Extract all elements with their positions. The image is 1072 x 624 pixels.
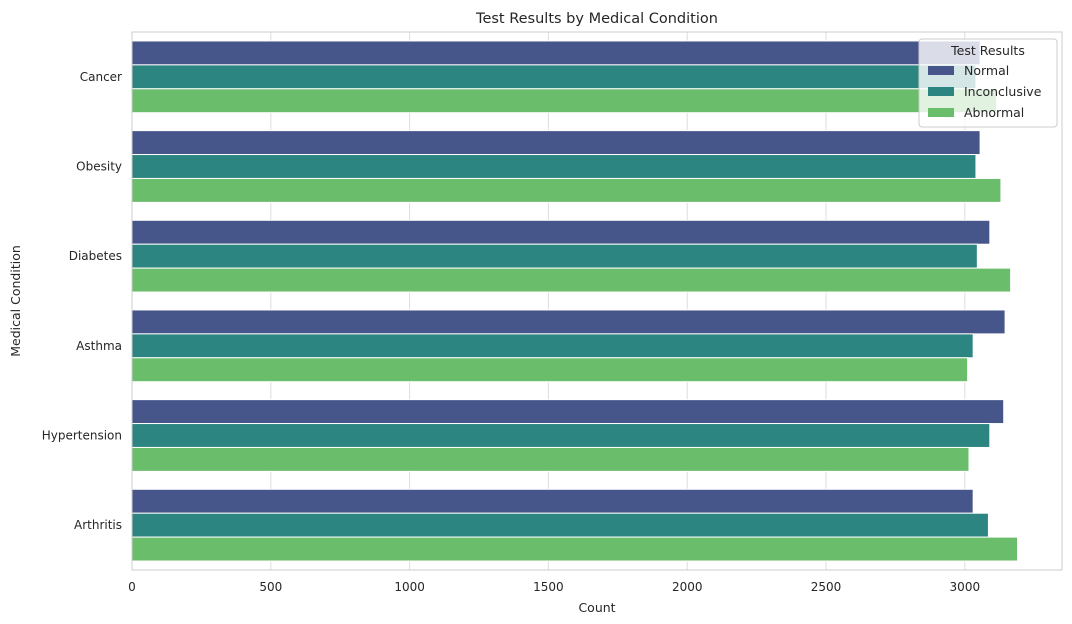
bar-abnormal-hypertension bbox=[131, 446, 970, 472]
legend-title: Test Results bbox=[950, 43, 1025, 58]
bar-normal-diabetes bbox=[131, 219, 991, 245]
x-tick-label: 2500 bbox=[811, 580, 842, 594]
x-axis-ticks: 0 500 1000 1500 2000 2500 3000 bbox=[128, 580, 980, 594]
x-tick-label: 1500 bbox=[533, 580, 564, 594]
legend-label-normal: Normal bbox=[964, 63, 1009, 78]
bar-inconclusive-diabetes bbox=[131, 243, 978, 269]
y-tick-label: Asthma bbox=[76, 339, 122, 353]
y-axis-label: Medical Condition bbox=[8, 245, 23, 357]
bar-normal-asthma bbox=[131, 309, 1006, 335]
bar-abnormal-asthma bbox=[131, 357, 969, 383]
bar-inconclusive-obesity bbox=[131, 154, 977, 179]
bar-inconclusive-asthma bbox=[131, 333, 974, 359]
y-tick-label: Obesity bbox=[76, 160, 122, 174]
legend: Test Results Normal Inconclusive Abnormal bbox=[918, 38, 1058, 128]
legend-swatch-inconclusive bbox=[928, 87, 954, 96]
bar-abnormal-cancer bbox=[131, 88, 998, 114]
y-tick-label: Cancer bbox=[80, 70, 122, 84]
bars bbox=[131, 40, 1019, 562]
x-tick-label: 2000 bbox=[672, 580, 703, 594]
bar-abnormal-arthritis bbox=[131, 536, 1019, 562]
x-tick-label: 500 bbox=[259, 580, 282, 594]
chart-title: Test Results by Medical Condition bbox=[475, 11, 718, 27]
bar-inconclusive-arthritis bbox=[131, 512, 989, 538]
x-tick-label: 3000 bbox=[950, 580, 981, 594]
legend-swatch-abnormal bbox=[928, 108, 954, 117]
y-tick-label: Diabetes bbox=[69, 249, 122, 263]
bar-normal-obesity bbox=[131, 130, 981, 156]
bar-inconclusive-cancer bbox=[131, 64, 977, 90]
y-tick-label: Arthritis bbox=[74, 518, 122, 532]
bar-inconclusive-hypertension bbox=[131, 423, 991, 448]
x-tick-label: 0 bbox=[128, 580, 136, 594]
y-tick-label: Hypertension bbox=[42, 429, 122, 443]
bar-normal-cancer bbox=[131, 40, 981, 66]
legend-label-abnormal: Abnormal bbox=[964, 105, 1024, 120]
legend-items: Normal Inconclusive Abnormal bbox=[928, 63, 1042, 120]
bar-normal-arthritis bbox=[131, 488, 974, 514]
bar-normal-hypertension bbox=[131, 399, 1005, 425]
bar-abnormal-diabetes bbox=[131, 267, 1012, 293]
legend-swatch-normal bbox=[928, 66, 954, 75]
y-axis-ticks: Cancer Obesity Diabetes Asthma Hypertension A… bbox=[42, 70, 122, 532]
plot-frame bbox=[131, 31, 1063, 571]
x-axis-label: Count bbox=[578, 600, 615, 615]
bar-abnormal-obesity bbox=[131, 177, 1002, 203]
x-tick-label: 1000 bbox=[394, 580, 425, 594]
legend-label-inconclusive: Inconclusive bbox=[964, 84, 1042, 99]
legend-box bbox=[918, 38, 1058, 128]
